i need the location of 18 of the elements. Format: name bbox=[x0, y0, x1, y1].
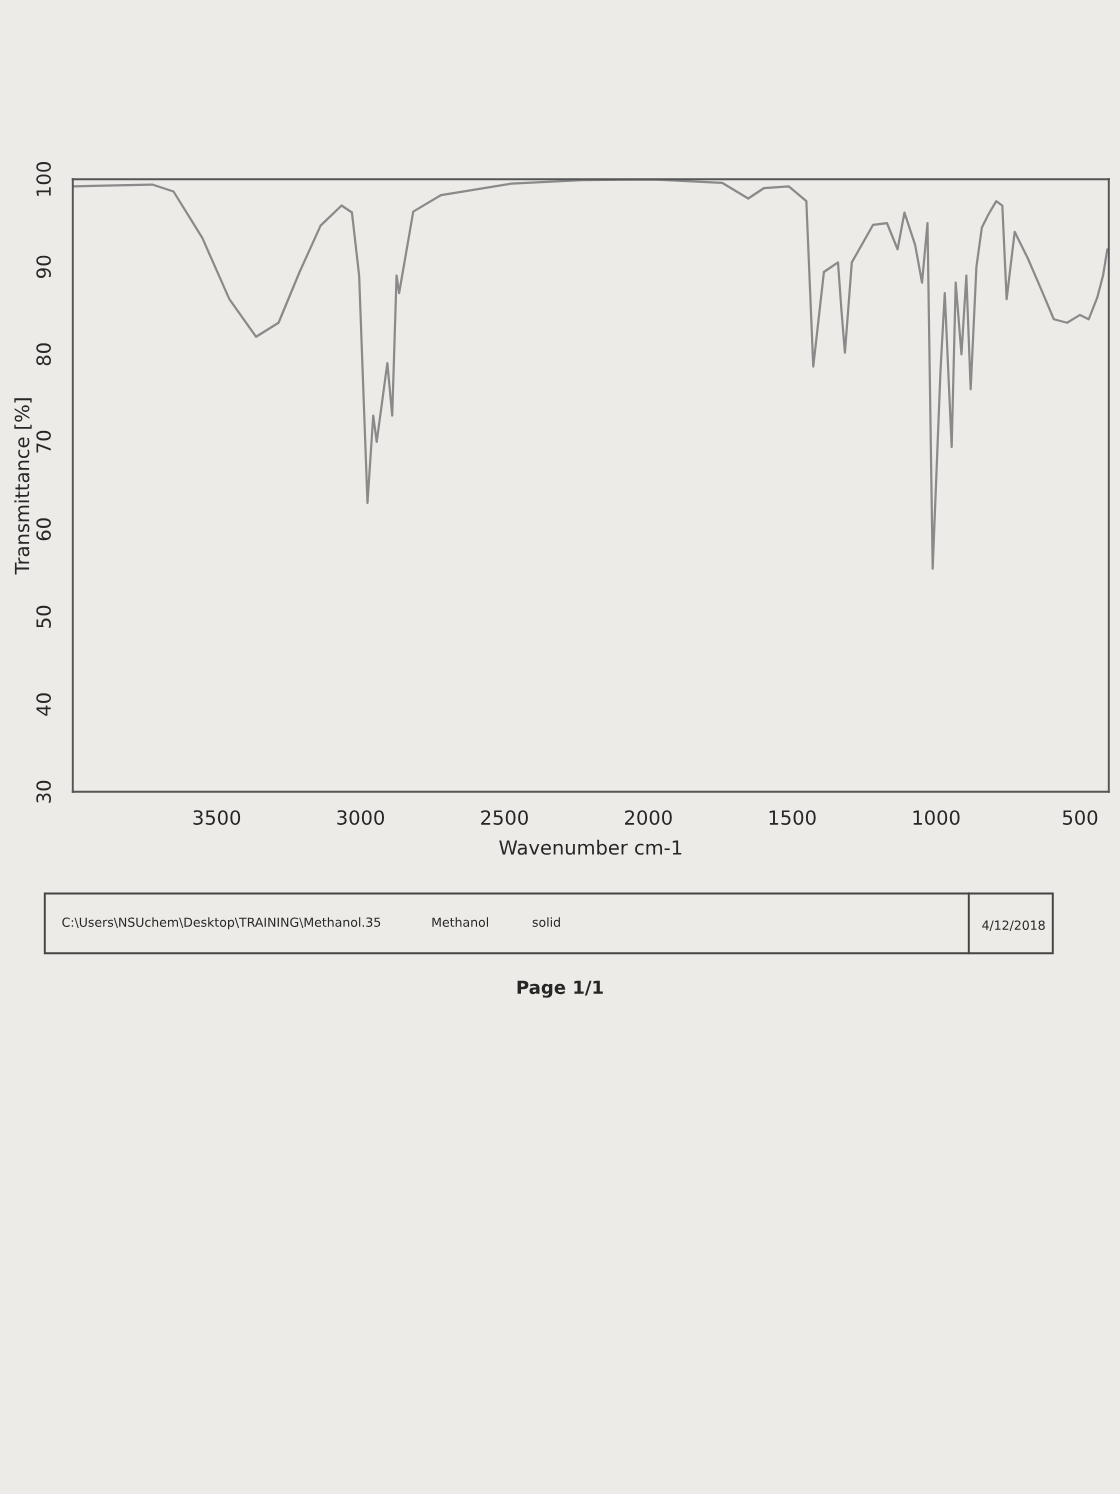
y-tick-label: 70 bbox=[36, 430, 51, 453]
x-tick-label: 2000 bbox=[625, 810, 672, 825]
y-tick-label: 40 bbox=[36, 693, 51, 716]
y-axis-title: Transmittance [%] bbox=[14, 398, 32, 575]
x-tick-label: 1000 bbox=[913, 810, 960, 825]
y-tick-label: 60 bbox=[36, 518, 51, 541]
y-tick-label: 80 bbox=[36, 343, 51, 366]
text: Page 1/1 bbox=[517, 980, 603, 998]
x-axis-title: Wavenumber cm-1 bbox=[499, 839, 682, 855]
x-tick-label: 3000 bbox=[337, 810, 385, 825]
y-tick-label: 50 bbox=[36, 605, 51, 628]
y-tick-label: 30 bbox=[36, 780, 51, 803]
y-tick-label: 100 bbox=[36, 162, 51, 196]
x-tick-label: 1500 bbox=[769, 810, 816, 825]
y-tick-label: 90 bbox=[36, 255, 51, 278]
x-tick-label: 3500 bbox=[193, 810, 241, 825]
x-tick-label: 500 bbox=[1062, 810, 1098, 825]
x-tick-label: 2500 bbox=[481, 810, 528, 825]
